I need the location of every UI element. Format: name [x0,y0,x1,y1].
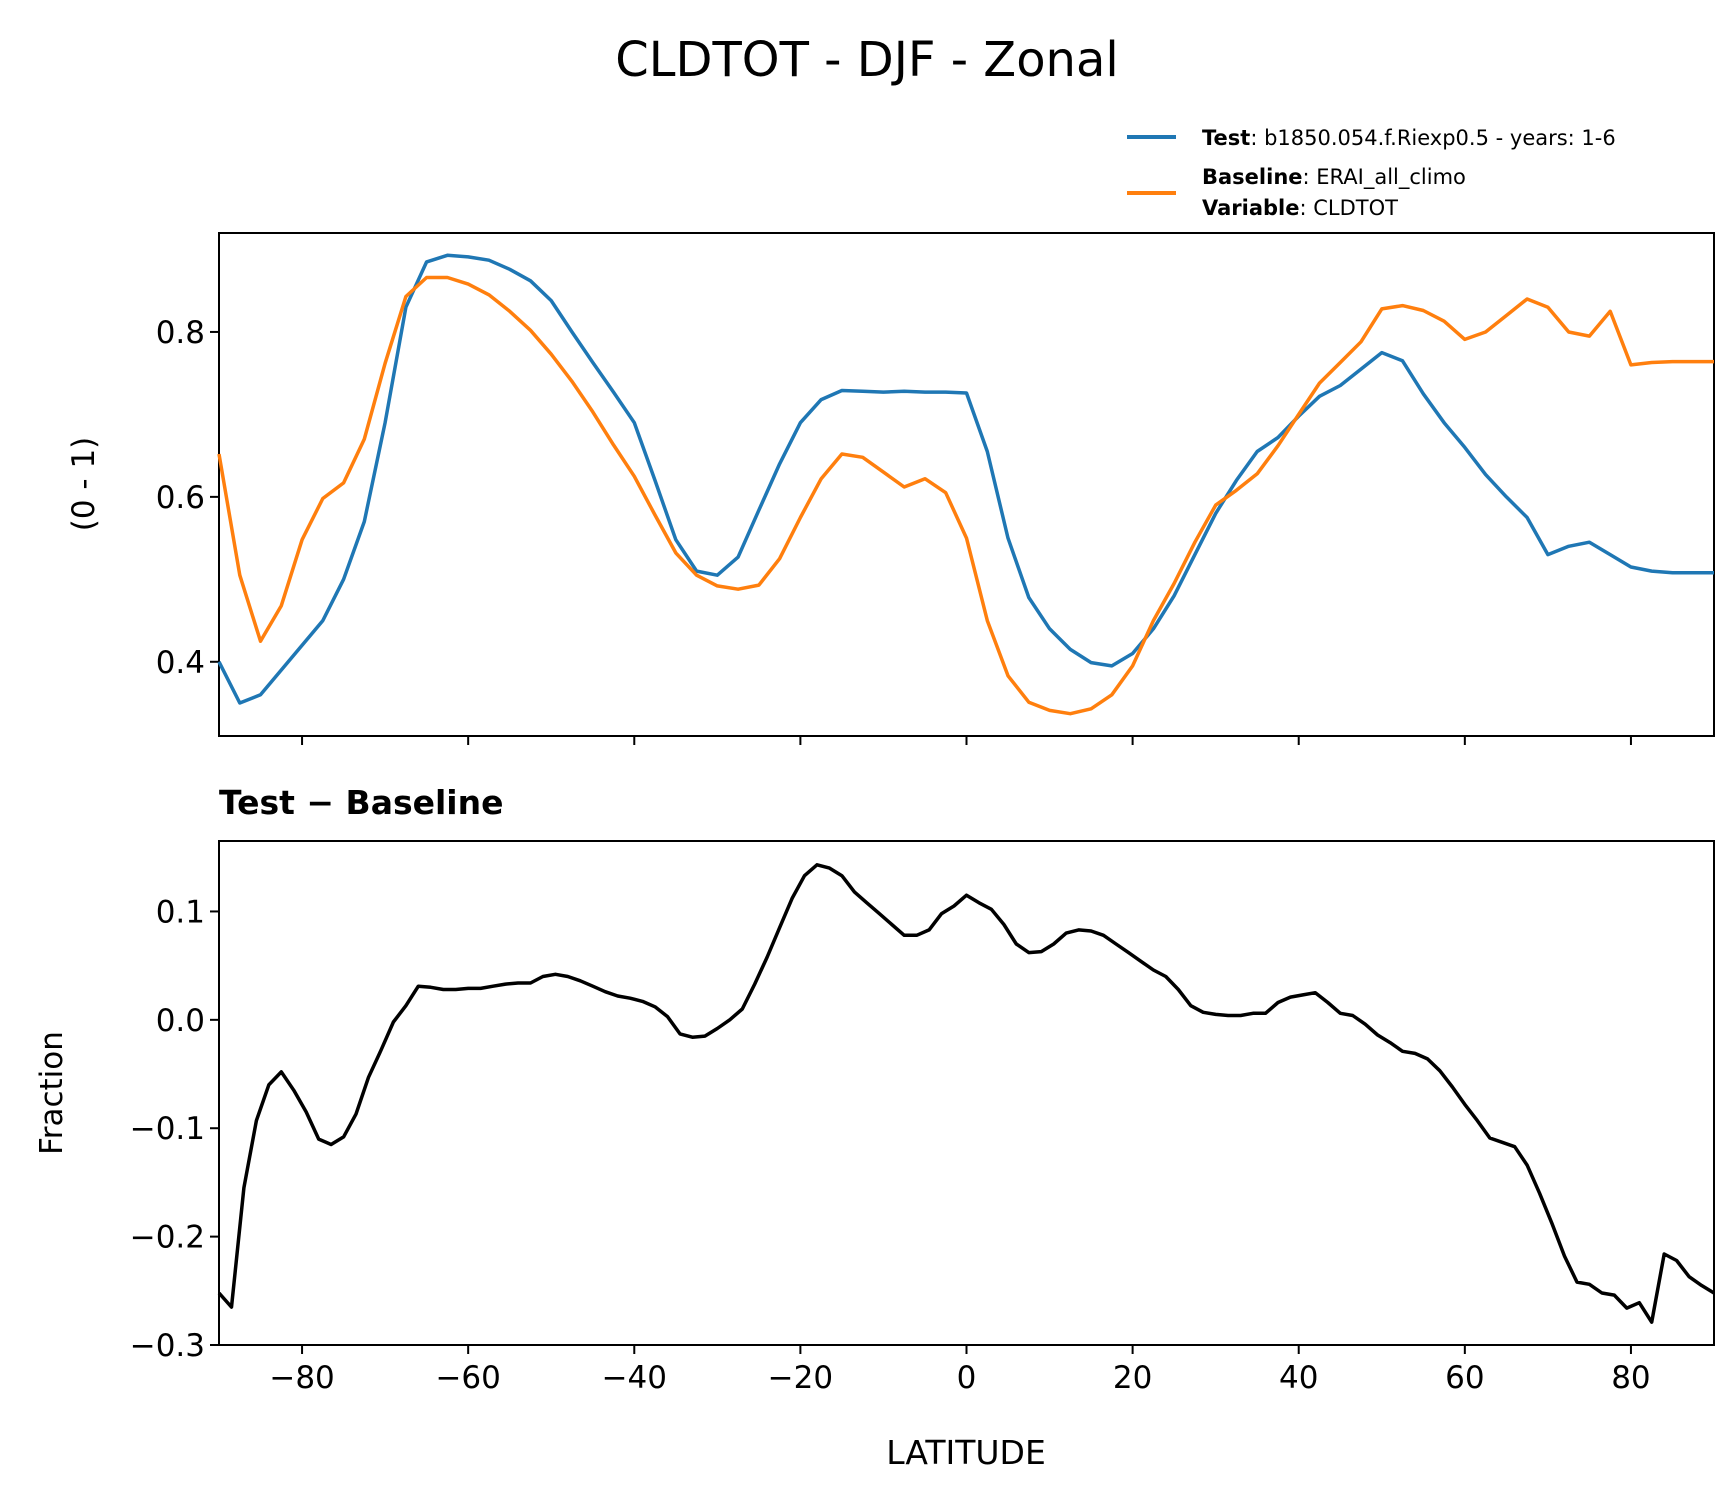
bottom-series-line-test-baseline [217,863,1715,1324]
bottom-x-ticks: −80 −60 −40 −20 0 20 40 60 80 [269,1345,1651,1396]
bottom-panel-title: Test − Baseline [219,783,504,822]
legend-label-baseline: Baseline: ERAI_all_climo [1202,165,1466,190]
legend-label-test: Test: b1850.054.f.Riexp0.5 - years: 1-6 [1202,126,1616,150]
top-series-lines [217,253,1714,716]
x-tick-label: −20 [768,1360,833,1396]
bottom-panel: Test − Baseline −0.3 −0.2 −0.1 0.0 0.1 −80 −6… [34,783,1715,1472]
legend: Test: b1850.054.f.Riexp0.5 - years: 1-6 … [1127,126,1616,220]
bottom-y-axis-label: Fraction [34,1031,70,1155]
bottom-y-ticks: −0.3 −0.2 −0.1 0.0 0.1 [130,894,219,1364]
x-axis-label: LATITUDE [886,1433,1046,1472]
top-panel: 0.4 0.6 0.8 (0 - 1) [66,232,1715,745]
bottom-y-tick-label: −0.1 [130,1111,205,1147]
top-y-axis-label: (0 - 1) [66,437,102,532]
legend-test-name: Test [1202,126,1250,150]
x-tick-label: 80 [1611,1360,1650,1396]
legend-baseline-name: Baseline [1202,165,1303,189]
bottom-y-tick-label: 0.0 [156,1003,205,1039]
bottom-plot-frame [218,840,1715,1346]
x-tick-label: 20 [1113,1360,1152,1396]
top-y-tick-label: 0.6 [156,480,205,516]
bottom-y-tick-label: −0.3 [130,1328,205,1364]
legend-variable-desc: : CLDTOT [1299,196,1398,220]
bottom-series-lines [217,863,1715,1324]
legend-label-variable: Variable: CLDTOT [1202,196,1398,220]
x-tick-label: −40 [602,1360,667,1396]
legend-baseline-desc: : ERAI_all_climo [1303,165,1466,190]
top-y-ticks: 0.4 0.6 0.8 [156,315,219,681]
top-series-line-test [217,253,1714,705]
top-series-line-baseline [217,275,1714,716]
x-tick-label: −80 [269,1360,334,1396]
bottom-y-tick-label: −0.2 [130,1220,205,1256]
top-x-ticks [301,736,1632,745]
top-y-tick-label: 0.8 [156,315,205,351]
legend-variable-name: Variable [1202,196,1299,220]
chart-title: CLDTOT - DJF - Zonal [615,32,1118,88]
top-plot-frame [218,232,1715,737]
x-tick-label: 60 [1445,1360,1484,1396]
x-tick-label: −60 [435,1360,500,1396]
x-tick-label: 0 [957,1360,977,1396]
top-y-tick-label: 0.4 [156,645,205,681]
legend-test-desc: : b1850.054.f.Riexp0.5 - years: 1-6 [1250,126,1615,150]
x-tick-label: 40 [1279,1360,1318,1396]
bottom-y-tick-label: 0.1 [156,894,205,930]
